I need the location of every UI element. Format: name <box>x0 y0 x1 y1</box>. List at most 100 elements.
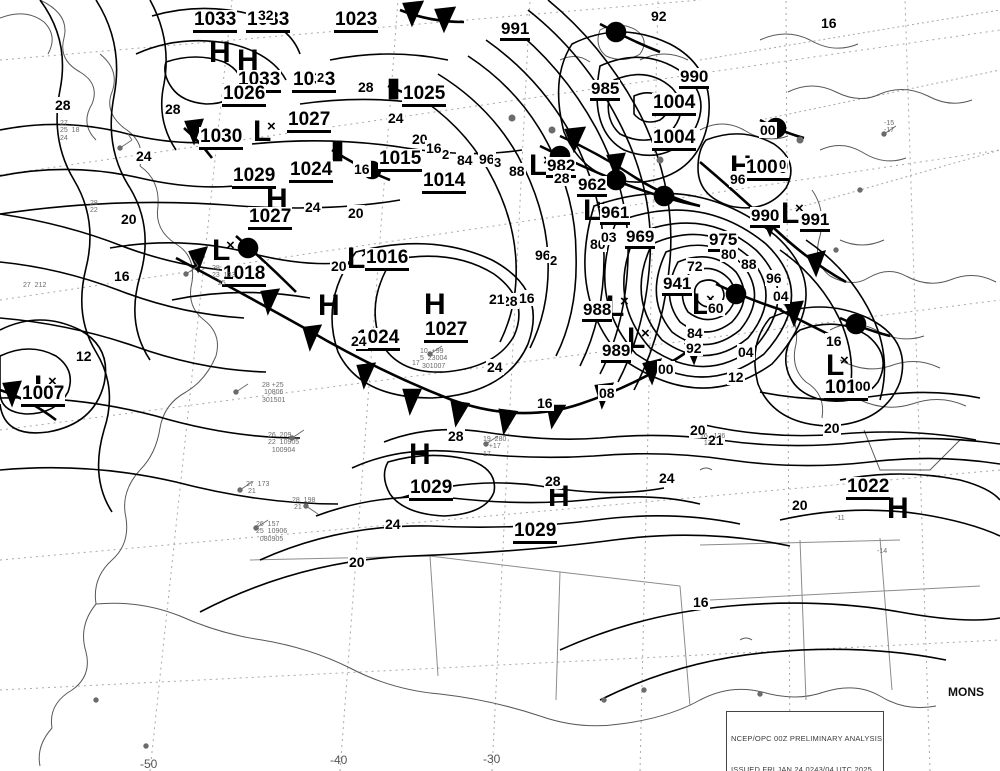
isobar-label: 20 <box>120 211 138 227</box>
isobar-label: 2 <box>316 70 326 85</box>
isobar-label: 92 <box>685 340 703 356</box>
low-pressure-value: 989 <box>601 342 632 363</box>
isobar-label: 96 <box>534 247 552 263</box>
isobar-label: 28 <box>553 170 571 186</box>
station-plot-text: 19 280 +17 17 <box>483 436 507 458</box>
isobar-label: 16 <box>825 333 843 349</box>
station-plot-text: 27 25 18 24 <box>60 120 80 142</box>
station-plot-text: -17 <box>884 127 895 134</box>
low-pressure-value: 1027 <box>287 110 332 133</box>
isobar-label: 16 <box>536 395 554 411</box>
isobar-label: 72 <box>686 258 704 274</box>
isobar-label: 16 <box>113 268 131 284</box>
low-center-cross: × <box>226 237 235 254</box>
high-pressure-value: 1022 <box>846 477 891 500</box>
isobar-label: 80 <box>720 246 738 262</box>
isobar-label: 16 <box>353 161 371 177</box>
isobar-label: 04 <box>772 288 790 304</box>
isobar-label: 28 <box>164 101 182 117</box>
station-plot-text: 17 <box>412 360 420 367</box>
isobar-label: 08 <box>598 385 616 401</box>
station-plot-text: 26 209 22 10905 100904 <box>268 432 300 454</box>
high-pressure-value: 1033 <box>292 70 337 93</box>
high-pressure-value: 1029 <box>232 166 277 189</box>
isobar-label: 28 <box>357 79 375 95</box>
isobar-label: 28 <box>447 428 465 444</box>
stamp-line-1: NCEP/OPC 00Z PRELIMINARY ANALYSIS <box>731 734 883 744</box>
high-pressure-value: 1027 <box>424 320 469 343</box>
high-pressure-symbol: H <box>237 44 259 77</box>
high-pressure-symbol: H <box>318 289 340 322</box>
isobar-label: 04 <box>737 344 755 360</box>
low-pressure-value: 1004 <box>652 128 697 151</box>
isobar-label: 2 <box>549 253 559 268</box>
high-pressure-symbol: H <box>409 438 431 471</box>
station-plot-text: 27 212 <box>23 282 47 289</box>
isobar-label: 2 <box>441 147 451 162</box>
station-plot-text: 28 23 133 25 <box>212 265 236 287</box>
isobar-label: 88 <box>508 163 526 179</box>
isobar-label: 00 <box>854 378 872 394</box>
low-pressure-value: 990 <box>679 68 710 89</box>
low-pressure-symbol: L× <box>583 196 606 226</box>
high-pressure-symbol: H <box>548 480 570 513</box>
isobar-label: 12 <box>75 348 93 364</box>
isobar-label: 03 <box>600 229 618 245</box>
low-pressure-symbol: L× <box>212 234 235 267</box>
isobars <box>0 0 1000 701</box>
station-plot-text: 16 136 17 <box>700 433 726 448</box>
low-pressure-symbol: L× <box>529 151 552 181</box>
low-pressure-value: 1014 <box>422 171 467 194</box>
station-plot-text: -11 <box>835 515 845 522</box>
low-pressure-value: 1004 <box>652 93 697 116</box>
low-pressure-symbol: L× <box>826 349 849 382</box>
stamp-line-2: ISSUED FRI JAN 24 0243/04 UTC 2025 <box>731 764 873 771</box>
longitude-tick-label: -50 <box>140 757 158 771</box>
isobar-label: 96 <box>765 270 783 286</box>
isobar-label: 20 <box>823 420 841 436</box>
station-plot-text: -14 <box>877 548 888 555</box>
isobar-label: 21 <box>707 432 725 448</box>
low-pressure-value: 1018 <box>222 264 267 287</box>
high-pressure-value: 1029 <box>409 478 454 501</box>
low-center-cross: × <box>48 373 57 390</box>
longitude-tick-label: -40 <box>330 753 348 767</box>
high-pressure-symbol: H <box>209 36 231 69</box>
isobar-label: 20 <box>411 131 429 147</box>
low-pressure-value: 961 <box>600 204 631 225</box>
isobar-label: 0 <box>778 157 788 172</box>
isobar-label: 20 <box>791 497 809 513</box>
station-plot-text: -15 <box>884 120 895 127</box>
isobar-label: 28 <box>54 97 72 113</box>
high-pressure-value: 1024 <box>289 160 334 183</box>
low-pressure-value: 1007 <box>21 384 66 407</box>
low-pressure-value: 962 <box>577 176 608 197</box>
low-pressure-symbol: L× <box>347 244 370 274</box>
isobar-label: 28 <box>544 473 562 489</box>
isobar-label: 12 <box>727 369 745 385</box>
low-pressure-value: 985 <box>590 80 621 101</box>
isobar-label: 20 <box>689 422 707 438</box>
isobar-label: 16 <box>692 594 710 610</box>
low-center-cross: × <box>641 325 650 342</box>
station-plot-text: 26 157 25 10906 080905 <box>256 521 288 543</box>
isobar-label: 96 <box>729 171 747 187</box>
longitude-tick-label: -30 <box>483 752 501 766</box>
isobar-label: 24 <box>350 333 368 349</box>
low-center-cross: × <box>795 200 804 217</box>
isobar-label: 84 <box>686 325 704 341</box>
analysis-stamp: NCEP/OPC 00Z PRELIMINARY ANALYSIS ISSUED… <box>726 711 884 771</box>
station-plot-text: 28 22 <box>90 200 98 215</box>
isobar-label: 20 <box>348 554 366 570</box>
station-plot-text: 28 198 21 <box>292 497 316 512</box>
low-center-cross: × <box>267 118 276 135</box>
isobar-label: 21 <box>488 291 506 307</box>
low-pressure-value: 1015 <box>378 149 423 172</box>
isobar-label: 16 <box>518 290 536 306</box>
isobar-label: 96 <box>478 151 496 167</box>
low-center-cross: × <box>706 292 715 307</box>
high-pressure-value: 1033 <box>193 10 238 33</box>
high-pressure-value: 1029 <box>513 521 558 544</box>
low-pressure-value: 991 <box>800 211 831 232</box>
